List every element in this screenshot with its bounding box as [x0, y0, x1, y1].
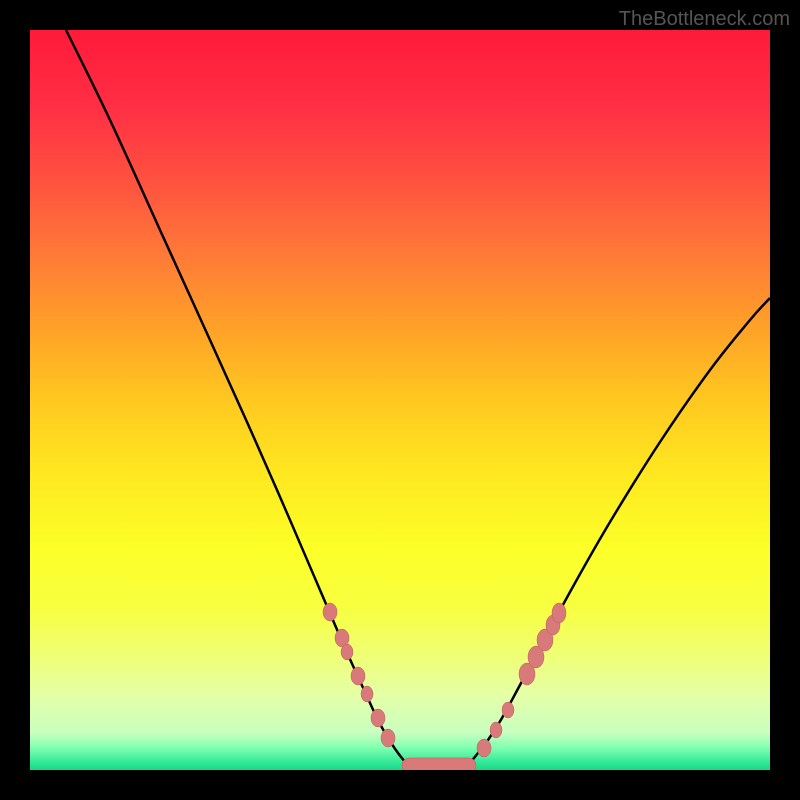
marker-left — [371, 709, 385, 727]
watermark-text: TheBottleneck.com — [619, 8, 790, 31]
chart-svg — [30, 30, 770, 770]
marker-right — [502, 702, 514, 718]
marker-left — [323, 603, 337, 621]
plot-area — [30, 30, 770, 770]
marker-right — [477, 739, 491, 757]
marker-right — [552, 603, 566, 623]
marker-bottom-bar — [402, 758, 476, 770]
marker-right — [490, 722, 502, 738]
curve-right-branch — [470, 298, 770, 763]
curve-left-branch — [66, 30, 406, 763]
marker-left — [381, 729, 395, 747]
marker-left — [361, 686, 373, 702]
marker-left — [341, 644, 353, 660]
marker-left — [351, 667, 365, 685]
